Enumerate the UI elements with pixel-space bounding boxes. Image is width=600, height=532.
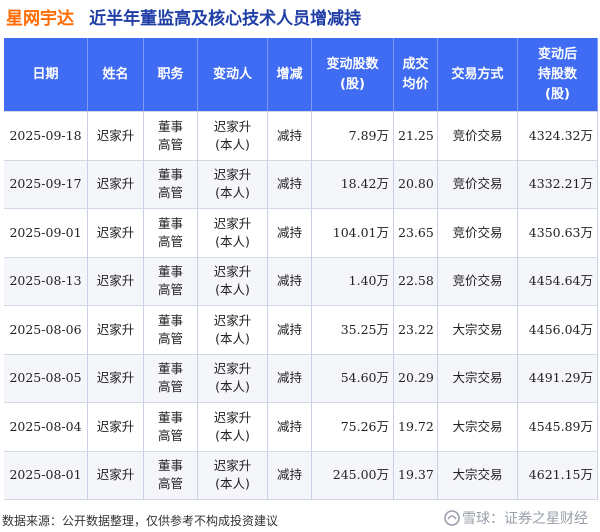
cell-price: 20.80 bbox=[394, 160, 438, 209]
cell-date: 2025-08-04 bbox=[4, 403, 88, 452]
table-row: 2025-08-04 迟家升 董事 高管 迟家升 (本人) 减持 75.26万 19… bbox=[4, 403, 598, 452]
cell-date: 2025-08-05 bbox=[4, 354, 88, 403]
header-price: 成交 均价 bbox=[394, 38, 438, 112]
page-title: 近半年董监高及核心技术人员增减持 bbox=[89, 9, 362, 29]
cell-method: 大宗交易 bbox=[438, 403, 518, 452]
table-row: 2025-09-17 迟家升 董事 高管 迟家升 (本人) 减持 18.42万 20… bbox=[4, 160, 598, 209]
cell-price: 19.72 bbox=[394, 403, 438, 452]
cell-date: 2025-08-13 bbox=[4, 257, 88, 306]
table-row: 2025-08-05 迟家升 董事 高管 迟家升 (本人) 减持 54.60万 20… bbox=[4, 354, 598, 403]
cell-after: 4456.04万 bbox=[518, 306, 598, 355]
cell-name: 迟家升 bbox=[88, 112, 144, 161]
cell-method: 竞价交易 bbox=[438, 257, 518, 306]
cell-after: 4621.15万 bbox=[518, 451, 598, 500]
header-after: 变动后 持股数 (股) bbox=[518, 38, 598, 112]
cell-after: 4454.64万 bbox=[518, 257, 598, 306]
header-name: 姓名 bbox=[88, 38, 144, 112]
cell-method: 竞价交易 bbox=[438, 160, 518, 209]
table-row: 2025-08-01 迟家升 董事 高管 迟家升 (本人) 减持 245.00万 1… bbox=[4, 451, 598, 500]
cell-price: 23.65 bbox=[394, 209, 438, 258]
cell-changer: 迟家升 (本人) bbox=[198, 451, 268, 500]
brand-footer: 雪球：证券之星财经 bbox=[444, 508, 588, 528]
cell-change: 减持 bbox=[268, 209, 312, 258]
cell-position: 董事 高管 bbox=[144, 403, 198, 452]
cell-changer: 迟家升 (本人) bbox=[198, 306, 268, 355]
header-position: 职务 bbox=[144, 38, 198, 112]
cell-name: 迟家升 bbox=[88, 160, 144, 209]
cell-position: 董事 高管 bbox=[144, 306, 198, 355]
cell-changer: 迟家升 (本人) bbox=[198, 209, 268, 258]
cell-date: 2025-09-01 bbox=[4, 209, 88, 258]
cell-change: 减持 bbox=[268, 354, 312, 403]
header-shares: 变动股数 (股) bbox=[312, 38, 394, 112]
cell-position: 董事 高管 bbox=[144, 112, 198, 161]
cell-after: 4491.29万 bbox=[518, 354, 598, 403]
cell-position: 董事 高管 bbox=[144, 209, 198, 258]
cell-method: 大宗交易 bbox=[438, 354, 518, 403]
holdings-change-table: 日期 姓名 职务 变动人 增减 变动股数 (股) 成交 均价 交易方式 变动后 持股数… bbox=[4, 38, 598, 500]
cell-position: 董事 高管 bbox=[144, 160, 198, 209]
cell-price: 23.22 bbox=[394, 306, 438, 355]
cell-shares: 18.42万 bbox=[312, 160, 394, 209]
cell-change: 减持 bbox=[268, 257, 312, 306]
cell-changer: 迟家升 (本人) bbox=[198, 403, 268, 452]
cell-shares: 7.89万 bbox=[312, 112, 394, 161]
cell-change: 减持 bbox=[268, 160, 312, 209]
table-row: 2025-08-06 迟家升 董事 高管 迟家升 (本人) 减持 35.25万 23… bbox=[4, 306, 598, 355]
cell-price: 22.58 bbox=[394, 257, 438, 306]
header-change: 增减 bbox=[268, 38, 312, 112]
table-row: 2025-09-01 迟家升 董事 高管 迟家升 (本人) 减持 104.01万 2… bbox=[4, 209, 598, 258]
cell-shares: 1.40万 bbox=[312, 257, 394, 306]
table-header-row: 日期 姓名 职务 变动人 增减 变动股数 (股) 成交 均价 交易方式 变动后 持股数… bbox=[4, 38, 598, 112]
data-source-note: 数据来源：公开数据整理，仅供参考不构成投资建议 bbox=[2, 514, 279, 528]
cell-after: 4324.32万 bbox=[518, 112, 598, 161]
snowball-logo-icon bbox=[444, 510, 460, 526]
cell-method: 竞价交易 bbox=[438, 112, 518, 161]
header-method: 交易方式 bbox=[438, 38, 518, 112]
table-row: 2025-08-13 迟家升 董事 高管 迟家升 (本人) 减持 1.40万 22.… bbox=[4, 257, 598, 306]
cell-shares: 75.26万 bbox=[312, 403, 394, 452]
cell-position: 董事 高管 bbox=[144, 451, 198, 500]
cell-change: 减持 bbox=[268, 451, 312, 500]
cell-name: 迟家升 bbox=[88, 209, 144, 258]
cell-changer: 迟家升 (本人) bbox=[198, 160, 268, 209]
cell-position: 董事 高管 bbox=[144, 354, 198, 403]
cell-price: 20.29 bbox=[394, 354, 438, 403]
cell-method: 大宗交易 bbox=[438, 306, 518, 355]
cell-change: 减持 bbox=[268, 112, 312, 161]
cell-name: 迟家升 bbox=[88, 354, 144, 403]
table-row: 2025-09-18 迟家升 董事 高管 迟家升 (本人) 减持 7.89万 21.… bbox=[4, 112, 598, 161]
cell-name: 迟家升 bbox=[88, 257, 144, 306]
brand-text: 雪球：证券之星财经 bbox=[462, 511, 588, 527]
cell-date: 2025-09-18 bbox=[4, 112, 88, 161]
cell-shares: 104.01万 bbox=[312, 209, 394, 258]
cell-after: 4545.89万 bbox=[518, 403, 598, 452]
cell-after: 4332.21万 bbox=[518, 160, 598, 209]
cell-name: 迟家升 bbox=[88, 306, 144, 355]
company-name: 星网宇达 bbox=[6, 9, 74, 29]
header-date: 日期 bbox=[4, 38, 88, 112]
cell-changer: 迟家升 (本人) bbox=[198, 112, 268, 161]
cell-shares: 35.25万 bbox=[312, 306, 394, 355]
cell-date: 2025-08-01 bbox=[4, 451, 88, 500]
cell-method: 竞价交易 bbox=[438, 209, 518, 258]
cell-price: 21.25 bbox=[394, 112, 438, 161]
cell-change: 减持 bbox=[268, 306, 312, 355]
cell-changer: 迟家升 (本人) bbox=[198, 257, 268, 306]
cell-name: 迟家升 bbox=[88, 403, 144, 452]
cell-date: 2025-09-17 bbox=[4, 160, 88, 209]
cell-changer: 迟家升 (本人) bbox=[198, 354, 268, 403]
title-row: 星网宇达 近半年董监高及核心技术人员增减持 bbox=[6, 4, 362, 29]
cell-name: 迟家升 bbox=[88, 451, 144, 500]
cell-change: 减持 bbox=[268, 403, 312, 452]
cell-shares: 54.60万 bbox=[312, 354, 394, 403]
cell-shares: 245.00万 bbox=[312, 451, 394, 500]
cell-method: 大宗交易 bbox=[438, 451, 518, 500]
cell-after: 4350.63万 bbox=[518, 209, 598, 258]
cell-position: 董事 高管 bbox=[144, 257, 198, 306]
cell-date: 2025-08-06 bbox=[4, 306, 88, 355]
header-changer: 变动人 bbox=[198, 38, 268, 112]
cell-price: 19.37 bbox=[394, 451, 438, 500]
